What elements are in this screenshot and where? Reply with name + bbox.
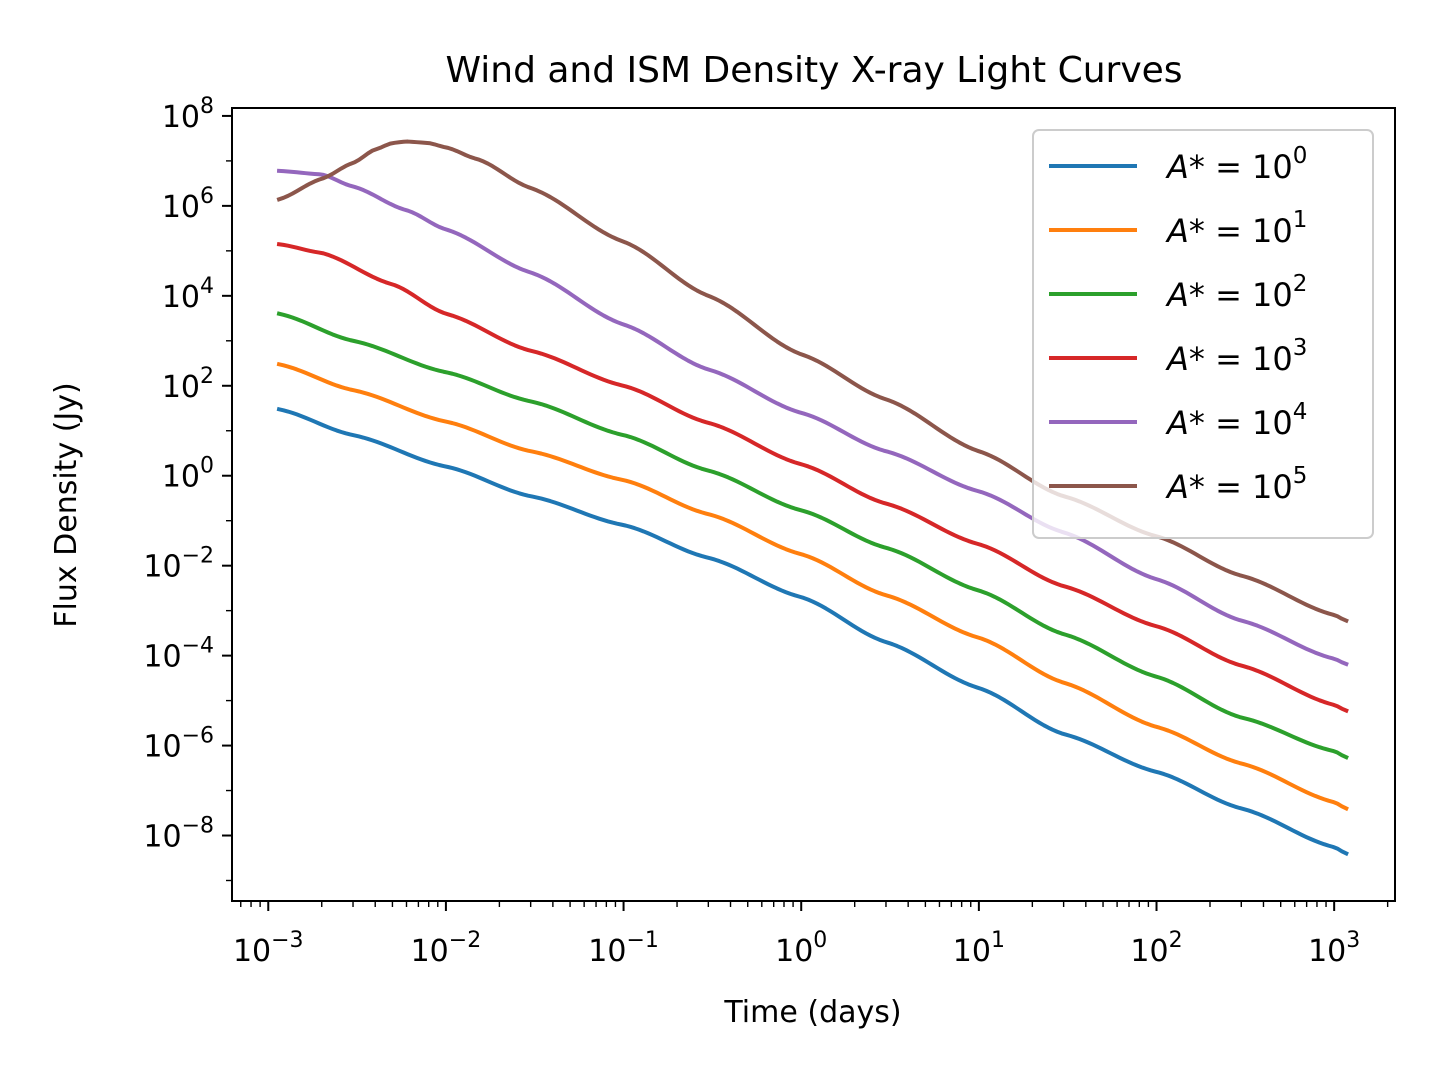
x-tick-label: 100 — [775, 928, 827, 969]
legend: A* = 100 A* = 101 A* = 102 A* = 103 A* = 104… — [1032, 129, 1374, 539]
y-tick-label: 102 — [162, 364, 214, 405]
x-axis: 10−3 10−2 10−1 100 101 102 103 — [233, 901, 1389, 969]
y-tick-label: 10−4 — [143, 634, 214, 675]
legend-label-2: A* = 102 — [1165, 271, 1307, 314]
chart-title: Wind and ISM Density X-ray Light Curves — [445, 50, 1182, 91]
series-line-3 — [276, 242, 1349, 714]
y-tick-label: 106 — [162, 184, 214, 225]
series-line-4 — [276, 168, 1349, 667]
plot-frame — [231, 107, 1396, 902]
x-axis-label: Time (days) — [723, 995, 901, 1030]
x-tick-label: 10−3 — [233, 928, 304, 969]
x-tick-label: 10−2 — [411, 928, 482, 969]
y-tick-label: 108 — [162, 94, 214, 135]
series-line-5 — [276, 139, 1349, 624]
x-tick-label: 103 — [1308, 928, 1360, 969]
legend-label-5: A* = 105 — [1165, 463, 1307, 506]
legend-label-3: A* = 103 — [1165, 335, 1307, 378]
x-tick-label: 102 — [1130, 928, 1182, 969]
series-layer — [276, 139, 1349, 857]
legend-label-4: A* = 104 — [1165, 399, 1307, 442]
series-line-0 — [276, 406, 1349, 857]
y-axis-label: Flux Density (Jy) — [49, 382, 84, 628]
series-line-2 — [276, 311, 1349, 760]
x-tick-label: 10−1 — [588, 928, 659, 969]
legend-label-1: A* = 101 — [1165, 207, 1307, 250]
series-line-1 — [276, 361, 1349, 812]
y-tick-label: 10−2 — [143, 544, 214, 585]
y-tick-label: 100 — [162, 454, 214, 495]
x-tick-label: 101 — [953, 928, 1005, 969]
y-tick-label: 10−6 — [143, 724, 214, 765]
y-axis: 10−8 10−6 10−4 10−2 100 102 104 106 108 — [143, 94, 232, 882]
y-tick-label: 10−8 — [143, 814, 214, 855]
legend-label-0: A* = 100 — [1165, 143, 1307, 186]
y-tick-label: 104 — [162, 274, 214, 315]
